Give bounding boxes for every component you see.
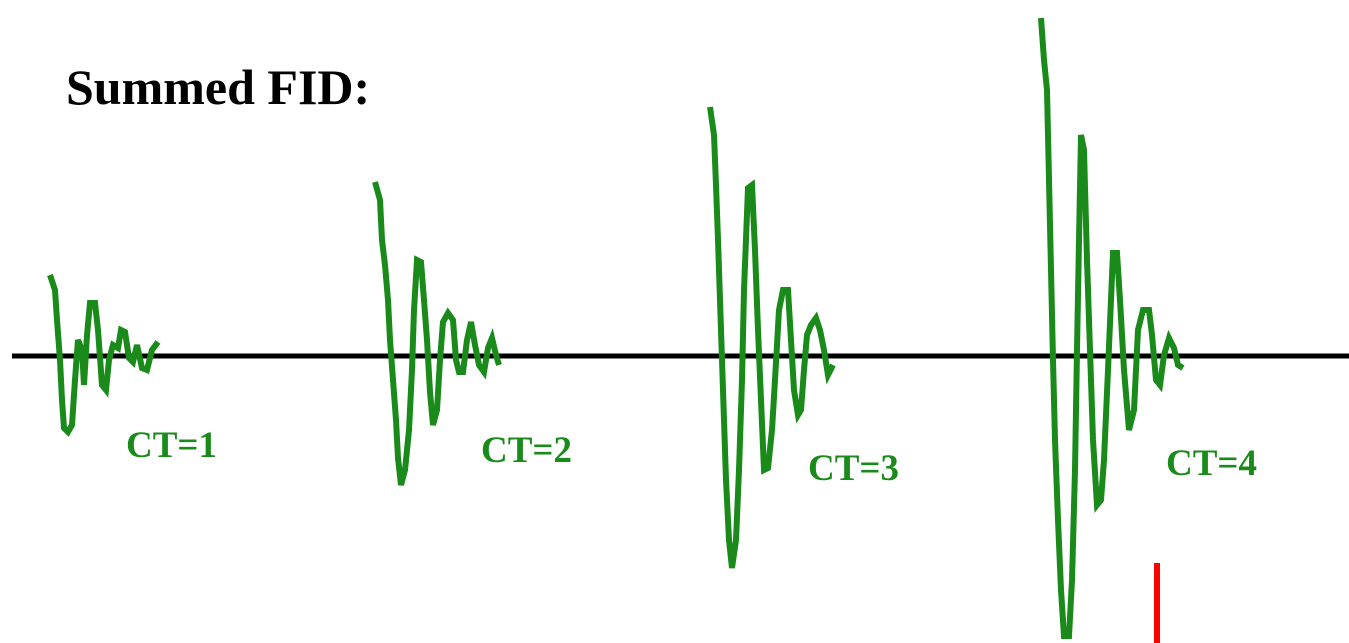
- fid-label-3: CT=3: [808, 448, 899, 489]
- fid-ct-3: CT=3: [707, 106, 899, 569]
- diagram-title: Summed FID:: [66, 59, 371, 115]
- fid-ct-2: CT=2: [372, 181, 572, 486]
- fid-trace-3: [707, 106, 836, 569]
- fid-trace-1: [47, 274, 161, 437]
- fid-ct-4: CT=4: [1038, 17, 1257, 639]
- fid-ct-1: CT=1: [47, 274, 217, 466]
- fid-trace-4: [1038, 17, 1185, 639]
- fid-label-2: CT=2: [481, 430, 572, 471]
- fid-trace-2: [372, 181, 502, 486]
- fid-label-4: CT=4: [1166, 443, 1257, 484]
- fid-label-1: CT=1: [126, 425, 217, 466]
